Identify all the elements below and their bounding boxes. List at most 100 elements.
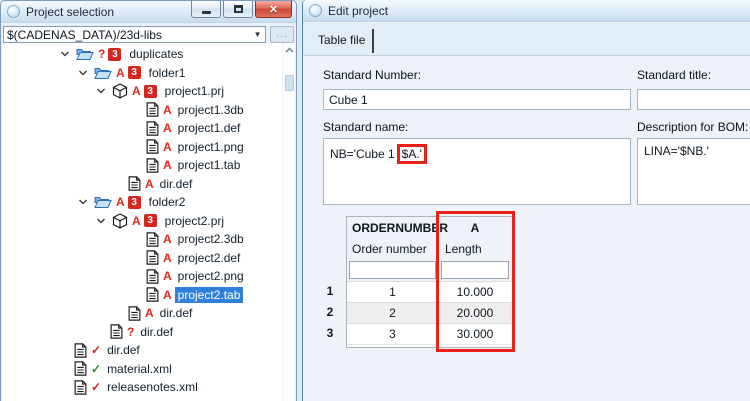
status-mark: A: [163, 121, 172, 136]
tree-item-label: dir.def: [140, 324, 174, 339]
standard-number-input[interactable]: [323, 89, 631, 110]
tree-item-label: duplicates: [129, 47, 184, 62]
standard-title-input[interactable]: [637, 89, 750, 110]
table-cell[interactable]: 30.000: [456, 327, 494, 341]
cube-icon: [112, 83, 128, 99]
doc-icon: [110, 324, 123, 339]
window-title: Project selection: [26, 4, 115, 19]
standard-title-label: Standard title:: [637, 68, 712, 82]
table-cell[interactable]: 10.000: [456, 285, 494, 299]
chevron-down-icon[interactable]: [96, 86, 112, 96]
doc-icon: [146, 139, 159, 154]
doc-icon: [128, 176, 141, 191]
tab-divider: [372, 29, 374, 53]
tree-item-label: project1.prj: [164, 84, 225, 99]
tree-item-folder1[interactable]: A 3 folder1: [2, 64, 295, 83]
tree-item-label: project1.png: [177, 139, 244, 154]
status-mark: A: [163, 139, 172, 154]
chevron-down-icon[interactable]: [96, 216, 112, 226]
status-mark: A: [163, 250, 172, 265]
tree-item-releasenotes.xml[interactable]: ✓ releasenotes.xml: [2, 378, 295, 397]
edit-project-titlebar: Edit project: [303, 0, 750, 22]
chevron-down-icon[interactable]: [78, 197, 94, 207]
tree-item-dir.def[interactable]: ✓ dir.def: [2, 341, 295, 360]
close-icon: ✕: [268, 3, 279, 16]
doc-icon: [74, 343, 87, 358]
tree-item-label: project1.def: [177, 121, 241, 136]
standard-number-label: Standard Number:: [323, 68, 422, 82]
table-row[interactable]: 1 10.000: [347, 281, 512, 302]
doc-icon: [128, 306, 141, 321]
description-bom-textarea[interactable]: LINA='$NB.': [637, 138, 750, 205]
chevron-down-icon[interactable]: ▼: [253, 30, 262, 39]
window-controls: ✕: [191, 1, 292, 18]
row-number[interactable]: 1: [326, 284, 334, 298]
count-badge: 3: [108, 47, 122, 61]
tab-table-file[interactable]: Table file: [318, 33, 366, 47]
status-mark: ?: [127, 324, 135, 339]
doc-icon: [146, 121, 159, 136]
chevron-down-icon[interactable]: [60, 49, 76, 59]
window-app-icon: [7, 5, 20, 18]
standard-name-textarea[interactable]: NB='Cube 1 $A.': [323, 138, 631, 205]
maximize-icon: [233, 5, 243, 13]
library-path-combobox[interactable]: $(CADENAS_DATA)/23d-libs ▼: [3, 26, 267, 43]
check-icon: ✓: [91, 361, 102, 376]
column-filter-input[interactable]: [441, 261, 509, 279]
standard-name-variable: $A.': [401, 147, 422, 161]
tree-item-label: folder1: [148, 65, 186, 80]
column-description: Order number: [347, 239, 439, 259]
tree-item-label: dir.def: [159, 176, 193, 191]
column-header[interactable]: A: [470, 221, 480, 235]
edit-project-window: Edit project Table file Standard Number:…: [302, 0, 750, 401]
scroll-up-icon[interactable]: [283, 43, 295, 57]
column-header[interactable]: ORDERNUMBER: [347, 217, 448, 239]
tree-item-label: releasenotes.xml: [107, 380, 198, 395]
tree-item-project1.prj[interactable]: A 3 project1.prj: [2, 82, 295, 101]
standard-name-label: Standard name:: [323, 120, 409, 134]
tree-item-label: material.xml: [107, 361, 172, 376]
status-mark: A: [132, 213, 141, 228]
tree-item-project2.prj[interactable]: A 3 project2.prj: [2, 212, 295, 231]
count-badge: 3: [127, 66, 141, 80]
table-cell[interactable]: 2: [347, 303, 439, 323]
maximize-button[interactable]: [223, 1, 253, 18]
minimize-button[interactable]: [191, 1, 221, 18]
browse-button[interactable]: ...: [270, 26, 294, 43]
tree-item-dir.def[interactable]: ? dir.def: [2, 323, 295, 342]
tree-item-material.xml[interactable]: ✓ material.xml: [2, 360, 295, 379]
window-app-icon: [309, 4, 322, 17]
row-number[interactable]: 3: [326, 326, 334, 340]
row-number[interactable]: 2: [326, 305, 334, 319]
tree-item-folder2[interactable]: A 3 folder2: [2, 193, 295, 212]
column-filter-input[interactable]: [349, 261, 436, 279]
tree-item-label: project2.3db: [177, 232, 244, 247]
annotation-box-variable: $A.': [396, 144, 427, 164]
table-cell[interactable]: 1: [347, 282, 439, 302]
table-row[interactable]: 2 20.000: [347, 302, 512, 323]
table-row[interactable]: 3 30.000: [347, 323, 512, 344]
tree-scrollbar[interactable]: [282, 43, 295, 401]
close-button[interactable]: ✕: [255, 1, 292, 18]
table-cell[interactable]: 3: [347, 324, 439, 344]
tree-item-duplicates[interactable]: ? 3 duplicates: [2, 45, 295, 64]
status-mark: A: [116, 65, 125, 80]
status-mark: A: [163, 269, 172, 284]
tree-item-label: project2.png: [177, 269, 244, 284]
chevron-down-icon[interactable]: [78, 68, 94, 78]
doc-icon: [146, 269, 159, 284]
scrollbar-thumb[interactable]: [285, 75, 294, 91]
table-cell[interactable]: 20.000: [456, 306, 494, 320]
table-filter-row: [347, 259, 512, 281]
